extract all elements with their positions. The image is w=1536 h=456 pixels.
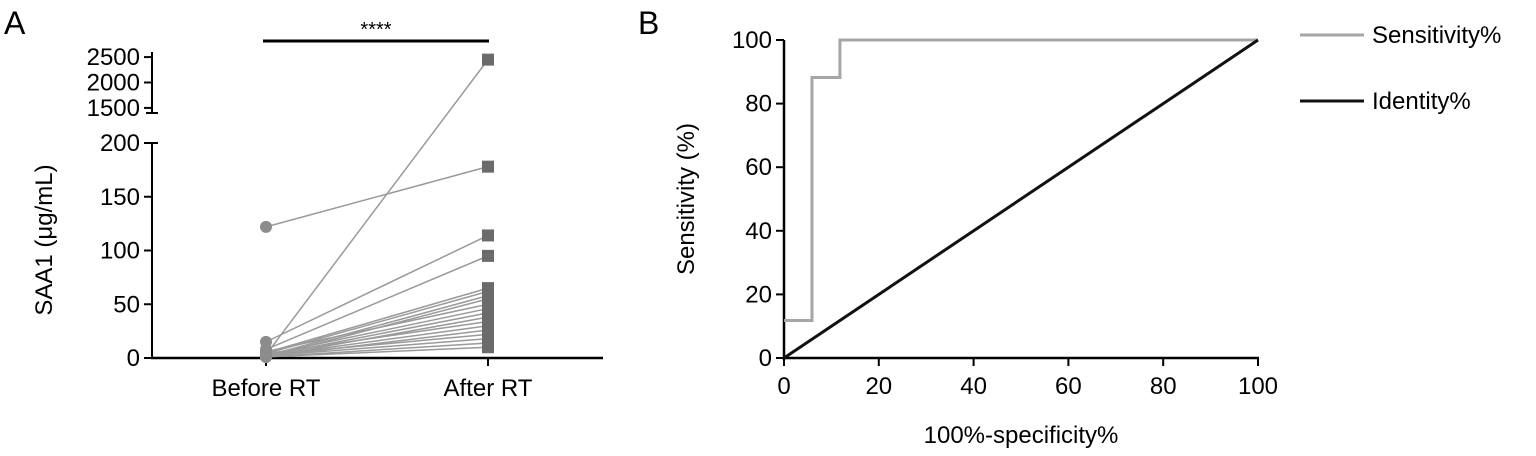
y-axis-label: SAA1 (μg/mL) <box>31 164 58 315</box>
pair-line <box>265 287 489 354</box>
x-tick-label: 80 <box>1150 373 1177 400</box>
data-points <box>260 53 494 363</box>
after-rt-point <box>482 53 494 66</box>
identity-line <box>783 38 1259 360</box>
pair-line <box>265 165 489 228</box>
panel-a-label: A <box>4 5 26 41</box>
pair-line <box>265 303 489 353</box>
pair-line <box>265 294 489 357</box>
y-tick-label: 60 <box>745 154 772 181</box>
x-ticks: 0 20 40 60 80 100 <box>777 358 1278 400</box>
y-tick-label: 0 <box>127 345 140 372</box>
y-tick-label: 100 <box>100 238 140 265</box>
after-rt-point <box>482 249 494 262</box>
paired-lines <box>265 59 489 358</box>
y-tick-label: 2000 <box>87 70 140 97</box>
pair-line <box>265 333 489 356</box>
x-tick-label: 60 <box>1055 373 1082 400</box>
legend: Sensitivity% Identity% <box>1300 22 1501 115</box>
pair-line <box>265 320 489 355</box>
sensitivity-line <box>784 38 1258 322</box>
series-lines <box>783 38 1259 360</box>
after-rt-point <box>482 229 494 242</box>
y-tick-label: 20 <box>745 281 772 308</box>
pair-line <box>265 59 489 356</box>
y-tick-label: 50 <box>113 291 140 318</box>
y-tick-label: 200 <box>100 130 140 157</box>
pair-line <box>265 346 489 358</box>
panel-b-label: B <box>638 5 659 41</box>
x-axis-label: 100%-specificity% <box>924 422 1119 449</box>
before-rt-point <box>260 350 272 363</box>
after-rt-point <box>482 341 494 354</box>
pair-line <box>265 255 489 351</box>
x-tick-label: 40 <box>960 373 987 400</box>
category-label-after-rt: After RT <box>444 375 533 402</box>
pair-line <box>265 307 489 356</box>
significance-label: **** <box>360 19 391 41</box>
y-tick-label: 40 <box>745 218 772 245</box>
y-ticks: 0 20 40 60 80 100 <box>732 27 784 372</box>
legend-label-sensitivity: Sensitivity% <box>1372 22 1501 49</box>
after-rt-point <box>482 160 494 173</box>
category-label-before-rt: Before RT <box>212 375 321 402</box>
x-tick-label: 20 <box>865 373 892 400</box>
pair-line <box>265 337 489 357</box>
y-tick-label: 0 <box>759 345 772 372</box>
legend-label-identity: Identity% <box>1372 88 1471 115</box>
before-rt-point <box>260 220 272 233</box>
pair-line <box>265 234 489 343</box>
y-tick-label: 80 <box>745 91 772 118</box>
panel-b: B 0 20 40 60 80 100 0 20 40 60 80 100 100%-specifi… <box>638 5 1501 449</box>
x-tick-label: 100 <box>1238 373 1278 400</box>
y-tick-label: 150 <box>100 184 140 211</box>
y-tick-label: 1500 <box>87 95 140 122</box>
y-tick-label: 2500 <box>87 44 140 71</box>
x-tick-label: 0 <box>777 373 790 400</box>
y-axis-label: Sensitivity (%) <box>673 123 700 275</box>
y-tick-label: 100 <box>732 27 772 54</box>
